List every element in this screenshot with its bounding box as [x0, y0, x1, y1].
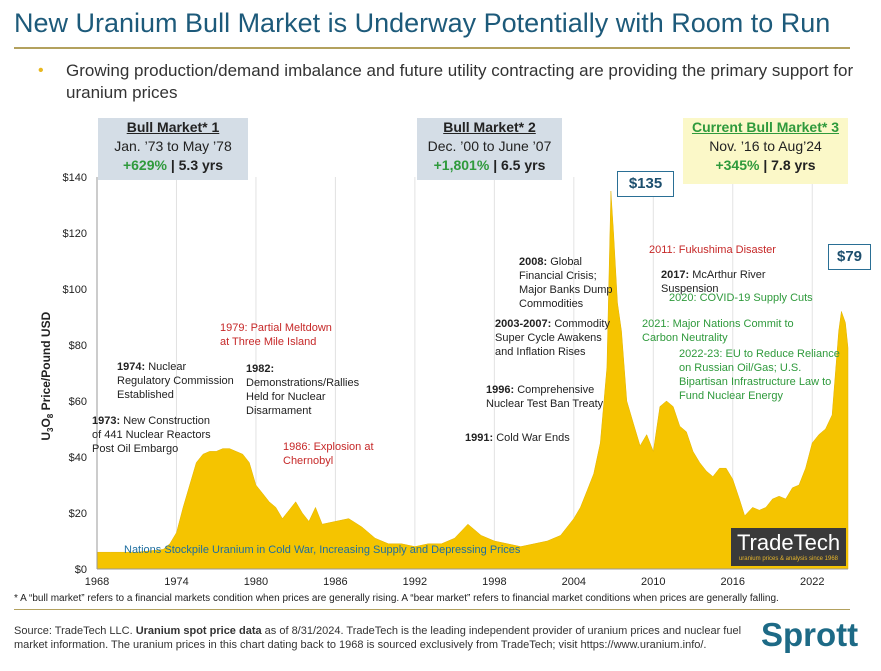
- y-tick-labels: $0 $20 $40 $60 $80 $100 $120 $140: [63, 172, 87, 576]
- peak-price-callout: $135: [617, 171, 674, 197]
- bull-market-2-duration: | 6.5 yrs: [493, 157, 546, 173]
- bull-market-1-range: Jan. ’73 to May ’78: [114, 138, 232, 154]
- y-tick-label-2: $40: [69, 452, 87, 464]
- stockpile-annotation: Nations Stockpile Uranium in Cold War, I…: [124, 544, 521, 556]
- bull-market-1-duration: | 5.3 yrs: [170, 157, 224, 173]
- x-tick-label-1992: 1992: [403, 576, 427, 588]
- bull-market-3-box: Current Bull Market* 3 Nov. ’16 to Aug’2…: [683, 118, 848, 184]
- bullet-text: Growing production/demand imbalance and …: [66, 61, 854, 102]
- y-tick-label-6: $120: [63, 228, 87, 240]
- y-tick-label-1: $20: [69, 508, 87, 520]
- annotation-1986: 1986: Explosion at Chernobyl: [283, 441, 374, 467]
- x-tick-label-2016: 2016: [721, 576, 745, 588]
- y-tick-label-4: $80: [69, 340, 87, 352]
- tradetech-logo: TradeTech uranium prices & analysis sinc…: [731, 528, 846, 566]
- bull-market-3-range: Nov. ’16 to Aug’24: [709, 138, 822, 154]
- sprott-logo: Sprott: [761, 616, 859, 653]
- title-divider: [14, 47, 850, 49]
- annotation-1996: 1996: Comprehensive Nuclear Test Ban Tre…: [486, 384, 604, 410]
- annotation-2003-2007: 2003-2007: Commodity Super Cycle Awakens…: [495, 318, 610, 358]
- current-price-callout: $79: [828, 244, 871, 270]
- annotation-2017: 2017: McArthur River Suspension: [661, 269, 766, 295]
- x-tick-label-2010: 2010: [641, 576, 665, 588]
- bull-market-3-heading: Current Bull Market* 3: [691, 119, 840, 135]
- bull-market-3-duration: | 7.8 yrs: [763, 157, 816, 173]
- footnote: * A “bull market” refers to a financial …: [14, 593, 779, 604]
- x-tick-label-1986: 1986: [323, 576, 347, 588]
- bull-market-1-heading: Bull Market* 1: [126, 119, 220, 135]
- annotation-1974: 1974: Nuclear Regulatory Commission Esta…: [117, 361, 234, 401]
- annotation-1973: 1973: New Construction of 441 Nuclear Re…: [92, 415, 211, 455]
- annotation-2008: 2008: Global Financial Crisis; Major Ban…: [519, 256, 613, 310]
- annotation-2011: 2011: Fukushima Disaster: [649, 244, 776, 256]
- bull-market-1-gain: +629%: [122, 157, 167, 173]
- bull-market-2-range: Dec. ’00 to June ’07: [427, 138, 552, 154]
- annotation-1991: 1991: Cold War Ends: [465, 432, 570, 444]
- price-area: [96, 190, 849, 570]
- annotation-2022-23: 2022-23: EU to Reduce Reliance on Russia…: [679, 348, 840, 402]
- x-tick-label-1980: 1980: [244, 576, 268, 588]
- bull-market-2-gain: +1,801%: [433, 157, 490, 173]
- bull-market-1-box: Bull Market* 1 Jan. ’73 to May ’78 +629%…: [98, 118, 248, 180]
- x-tick-label-1998: 1998: [482, 576, 506, 588]
- bull-market-3-gain: +345%: [715, 157, 760, 173]
- annotation-1982: 1982: Demonstrations/Rallies Held for Nu…: [246, 363, 360, 417]
- annotation-2021: 2021: Major Nations Commit to Carbon Neu…: [642, 318, 794, 344]
- y-tick-label-3: $60: [69, 396, 87, 408]
- source-note: Source: TradeTech LLC. Uranium spot pric…: [14, 625, 742, 651]
- annotation-1979: 1979: Partial Meltdown at Three Mile Isl…: [220, 322, 332, 348]
- y-tick-label-7: $140: [63, 172, 87, 184]
- uranium-price-chart: $0$20$40$60$80$100$120$140 1968 1974 1980 1…: [63, 172, 849, 588]
- slide-title: New Uranium Bull Market is Underway Pote…: [14, 8, 831, 38]
- y-axis-label: U3O8 Price/Pound USD: [38, 311, 56, 441]
- bull-market-2-heading: Bull Market* 2: [443, 119, 536, 135]
- x-tick-label-2022: 2022: [800, 576, 824, 588]
- y-tick-label-5: $100: [63, 284, 87, 296]
- y-tick-label-0: $0: [75, 564, 87, 576]
- annotation-2020: 2020: COVID-19 Supply Cuts: [669, 292, 813, 304]
- x-tick-label-2004: 2004: [562, 576, 586, 588]
- bull-market-2-box: Bull Market* 2 Dec. ’00 to June ’07 +1,8…: [417, 118, 562, 180]
- x-tick-label-1968: 1968: [85, 576, 109, 588]
- x-tick-labels: 1968 1974 1980 1986 1992 1998 2004 2010 2016 2022: [85, 576, 825, 588]
- footer-divider: [14, 609, 850, 610]
- x-tick-label-1974: 1974: [164, 576, 188, 588]
- bullet-icon: •: [38, 62, 44, 79]
